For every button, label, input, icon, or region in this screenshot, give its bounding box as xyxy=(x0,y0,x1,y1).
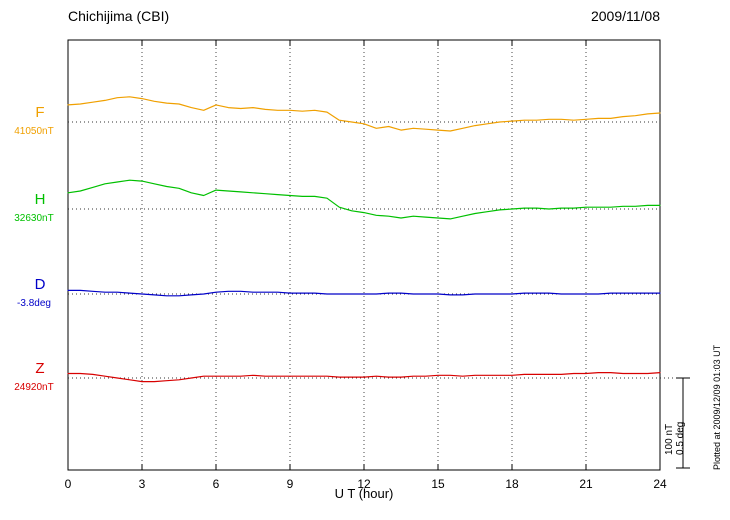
scale-bar-nt-label: 100 nT xyxy=(664,423,675,455)
series-label-D: D xyxy=(34,276,46,293)
series-baseline-D: -3.8deg xyxy=(17,298,51,309)
series-label-Z: Z xyxy=(35,360,45,377)
station-title: Chichijima (CBI) xyxy=(68,8,170,24)
svg-text:21: 21 xyxy=(579,477,593,491)
scale-bar-label: 100 nT 0.5 deg xyxy=(664,422,686,455)
svg-text:15: 15 xyxy=(431,477,445,491)
svg-text:6: 6 xyxy=(213,477,220,491)
series-baseline-H: 32630nT xyxy=(14,213,54,224)
plotted-at-label: Plotted at 2009/12/09 01:03 UT xyxy=(712,344,722,470)
series-label-H: H xyxy=(34,191,46,208)
svg-text:18: 18 xyxy=(505,477,519,491)
svg-text:9: 9 xyxy=(287,477,294,491)
series-label-F: F xyxy=(35,104,45,121)
date-label: 2009/11/08 xyxy=(590,8,660,24)
series-baseline-Z: 24920nT xyxy=(14,382,54,393)
svg-text:0: 0 xyxy=(65,477,72,491)
svg-text:24: 24 xyxy=(653,477,667,491)
svg-text:12: 12 xyxy=(357,477,371,491)
series-baseline-F: 41050nT xyxy=(14,126,54,137)
x-axis-label: U T (hour) xyxy=(334,486,394,501)
svg-text:3: 3 xyxy=(139,477,146,491)
scale-bar-deg-label: 0.5 deg xyxy=(675,421,686,455)
